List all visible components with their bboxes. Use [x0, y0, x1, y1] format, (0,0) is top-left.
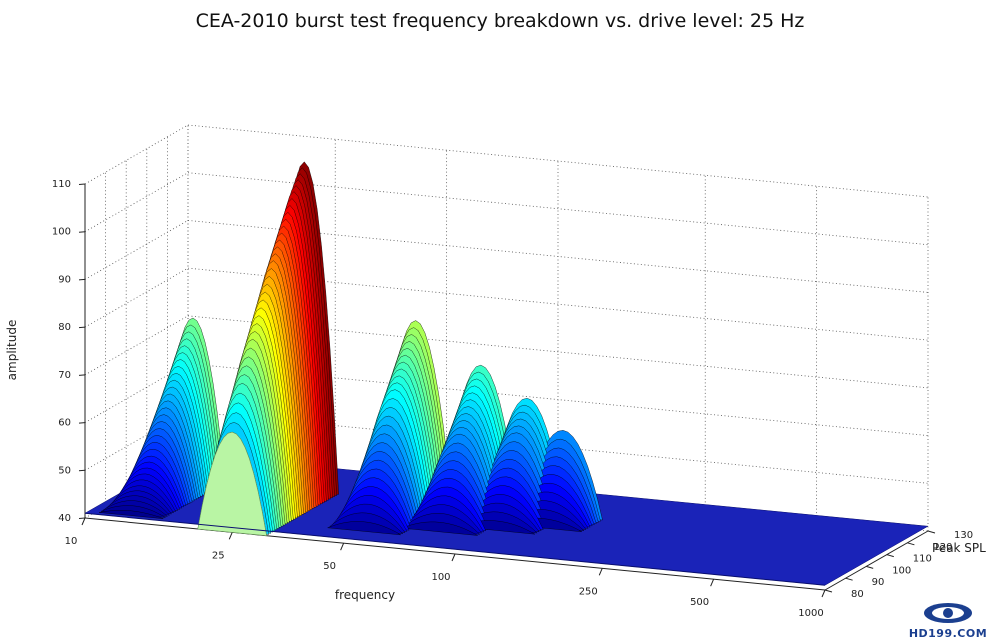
- surface-layer: [84, 161, 929, 586]
- surface-slice: [401, 521, 478, 536]
- z-tick-label: 40: [58, 513, 71, 524]
- z-tick-label: 110: [52, 179, 71, 190]
- x-tick: [228, 532, 233, 540]
- floor-front-edge: [84, 512, 826, 586]
- y-tick: [866, 565, 874, 569]
- z-tick: [78, 422, 86, 424]
- surface-slice: [98, 510, 164, 519]
- grid-line: [84, 220, 189, 280]
- y-tick-label: 110: [913, 554, 932, 565]
- y-tick: [927, 530, 936, 534]
- grid-line: [84, 124, 189, 185]
- front-cross-section: [197, 431, 267, 537]
- eye-logo-icon: [924, 603, 972, 623]
- y-tick-label: 80: [851, 589, 864, 600]
- grid-line: [84, 172, 189, 233]
- x-axis-label: frequency: [335, 588, 395, 602]
- z-tick-label: 50: [58, 465, 71, 476]
- x-tick-label: 100: [431, 572, 450, 583]
- y-tick-label: 90: [872, 577, 885, 588]
- z-axis-label: amplitude: [5, 320, 19, 381]
- x-tick-label: 10: [65, 536, 78, 547]
- z-tick-label: 60: [58, 418, 71, 429]
- y-tick: [907, 542, 915, 546]
- surface-slice: [327, 521, 401, 536]
- z-tick: [78, 374, 86, 376]
- x-tick: [710, 578, 715, 587]
- z-tick: [78, 278, 86, 281]
- x-tick-label: 1000: [798, 608, 823, 619]
- x-tick: [451, 553, 456, 562]
- y-tick-label: 130: [954, 530, 973, 541]
- y-tick: [845, 577, 853, 581]
- label-layer: 4050607080901001101025501002505001000809…: [5, 179, 986, 619]
- z-tick: [78, 517, 86, 519]
- grid-line: [187, 267, 929, 341]
- x-tick: [821, 589, 826, 598]
- x-tick-label: 250: [579, 586, 598, 597]
- z-tick-label: 100: [52, 227, 71, 238]
- z-tick: [78, 326, 86, 329]
- z-tick-label: 90: [58, 274, 71, 285]
- y-tick: [886, 554, 894, 558]
- z-tick: [78, 231, 86, 233]
- x-tick-label: 25: [212, 550, 225, 561]
- y-tick: [824, 589, 833, 593]
- z-tick-label: 80: [58, 322, 71, 333]
- y-axis-line: [824, 530, 929, 591]
- z-tick-label: 70: [58, 370, 71, 381]
- hd199-logo: HD199.COM: [902, 600, 994, 640]
- y-axis-label: Peak SPL: [932, 541, 986, 555]
- grid-line: [187, 124, 929, 198]
- z-tick: [78, 469, 86, 472]
- logo-text: HD199.COM: [908, 627, 988, 640]
- x-tick: [598, 568, 603, 576]
- grid-line: [84, 267, 189, 328]
- x-tick: [340, 542, 345, 551]
- grid-line: [187, 315, 929, 389]
- y-tick-label: 120: [933, 542, 952, 553]
- x-tick-label: 50: [323, 561, 336, 572]
- y-tick-label: 100: [892, 565, 911, 576]
- grid-line: [187, 172, 929, 246]
- z-tick: [78, 183, 86, 185]
- x-tick: [81, 517, 86, 526]
- chart-title: CEA-2010 burst test frequency breakdown …: [195, 10, 805, 32]
- x-tick-label: 500: [690, 597, 709, 608]
- grid-line: [84, 315, 189, 376]
